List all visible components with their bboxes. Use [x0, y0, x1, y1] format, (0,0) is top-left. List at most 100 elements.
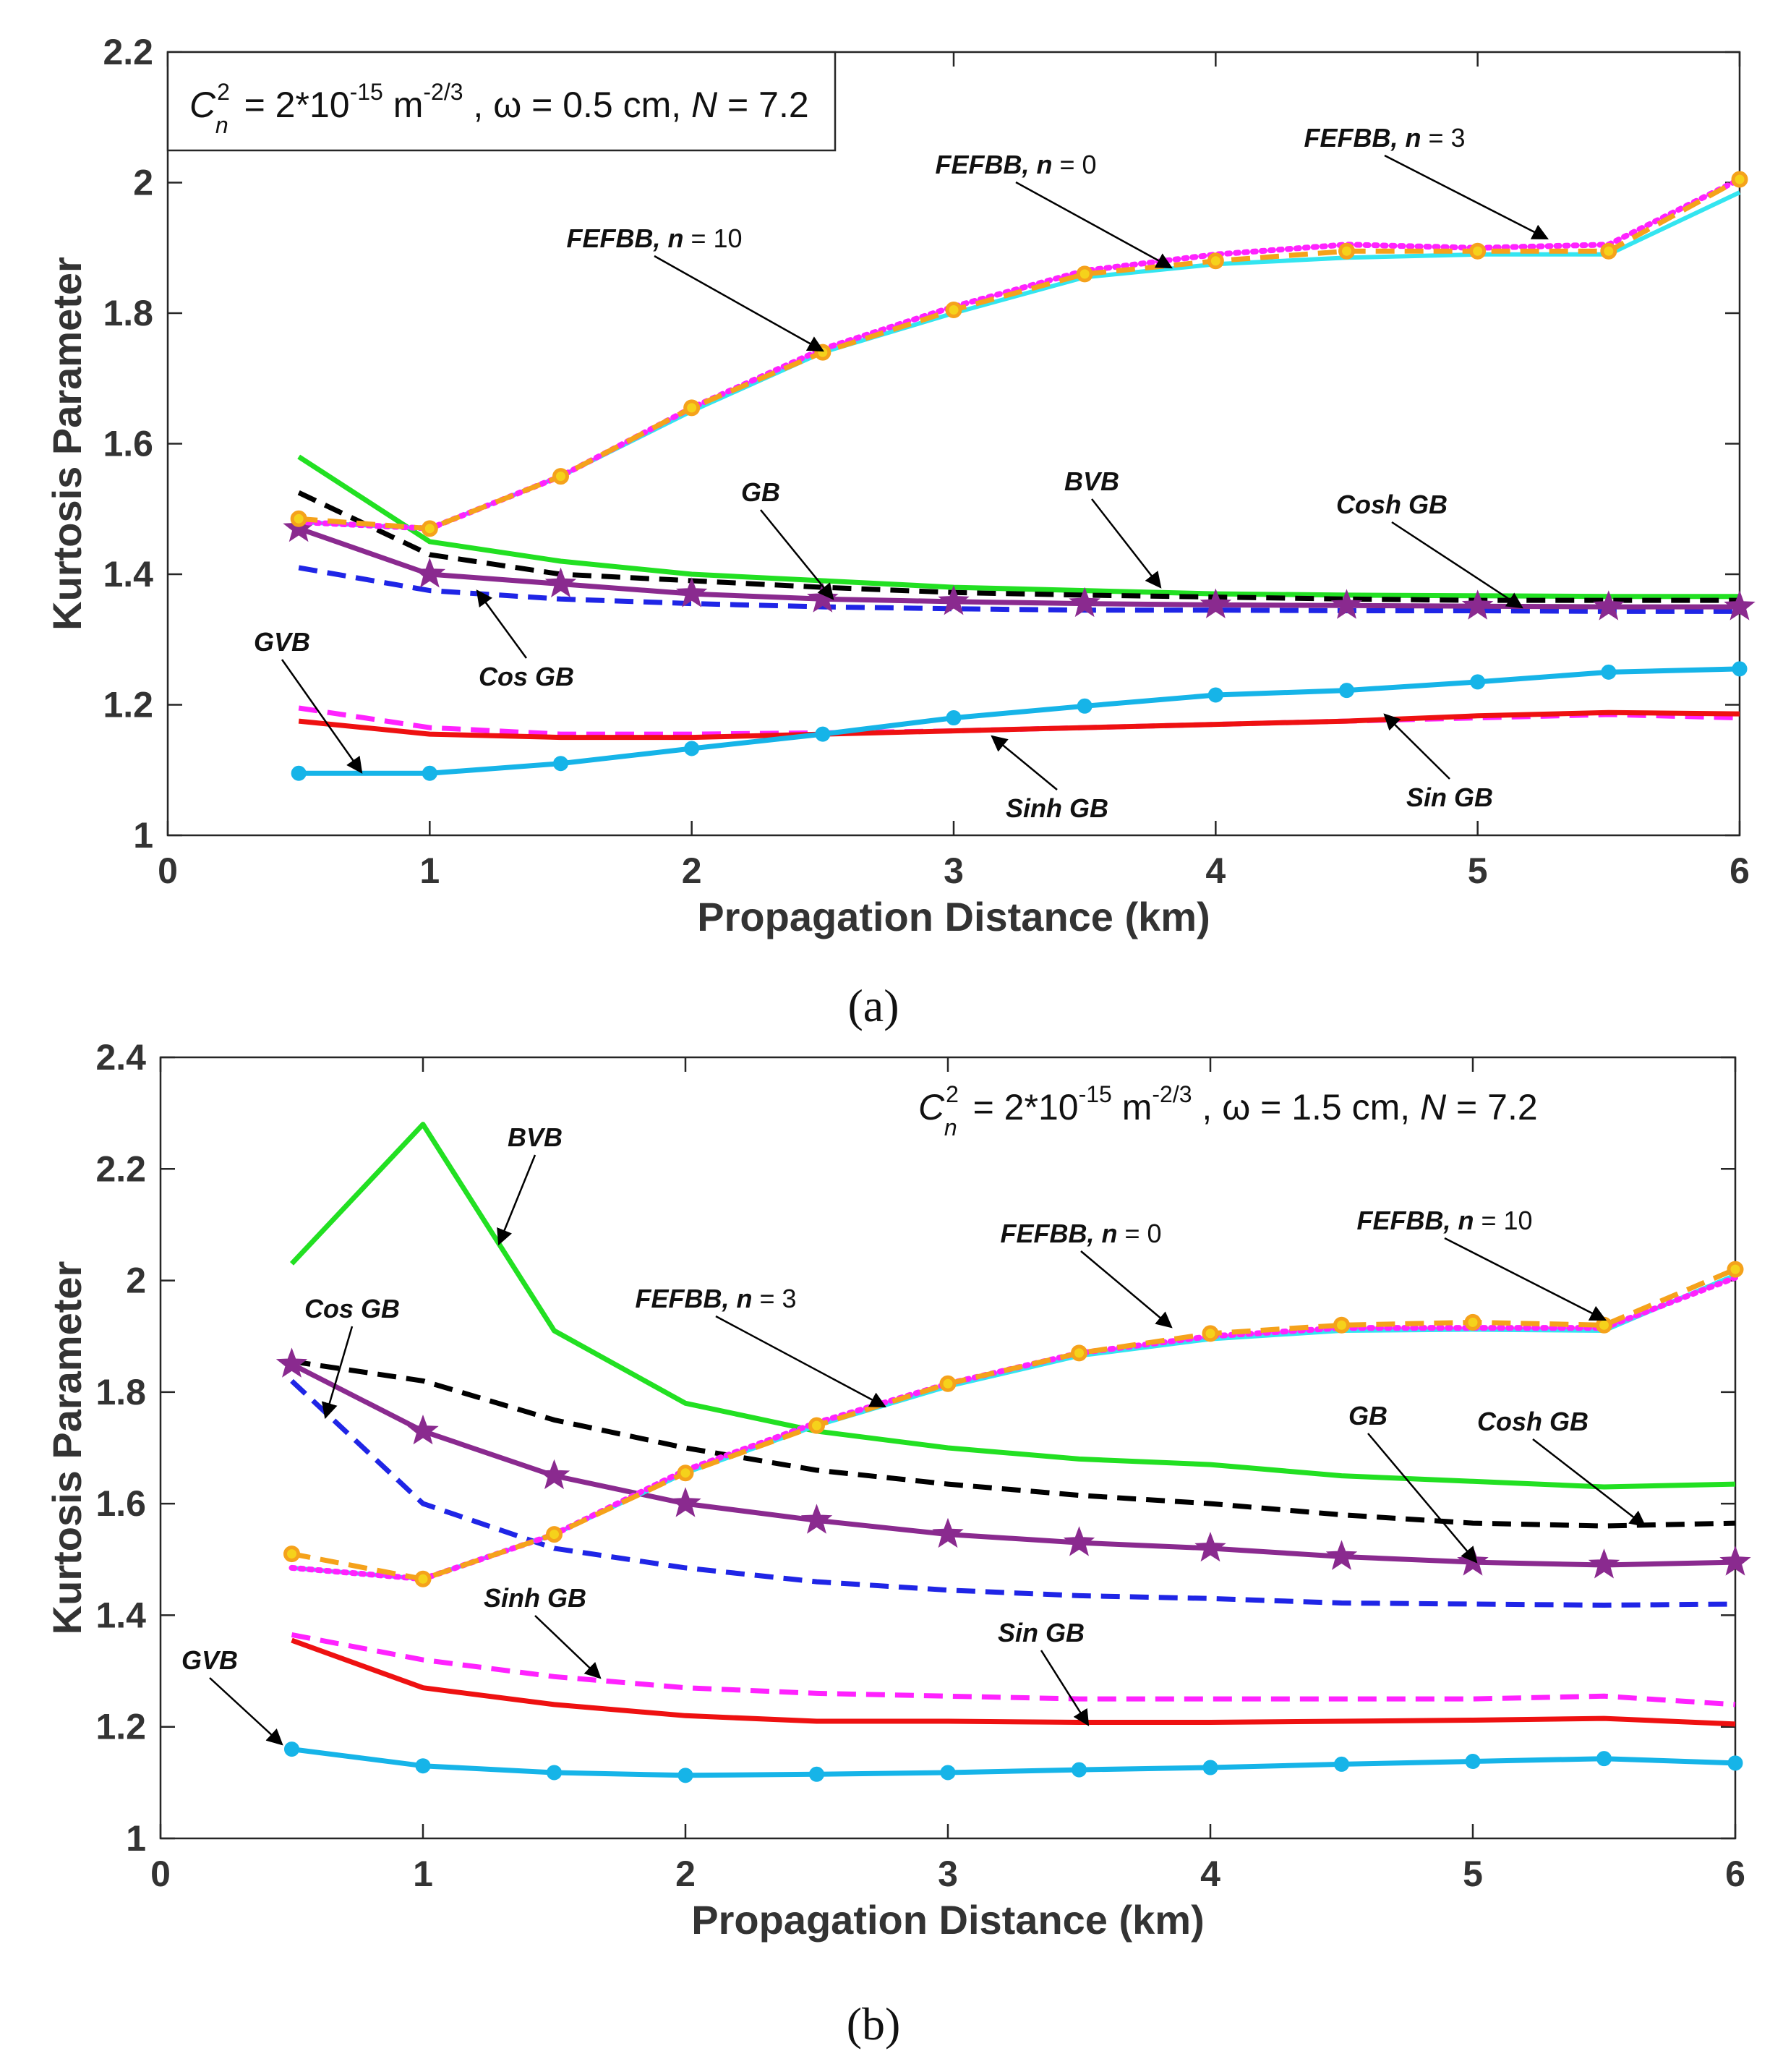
annotation-arrow — [1367, 1433, 1478, 1564]
annotation-arrow — [476, 589, 528, 659]
y-tick-label: 1.8 — [103, 293, 153, 333]
annotation-label: FEFBB, n = 3 — [1304, 123, 1465, 153]
data-point-gb — [1593, 590, 1625, 621]
annotation-space — [1398, 123, 1405, 153]
annotation-label: Sinh GB — [1006, 793, 1108, 823]
annotation-n: n — [1101, 1219, 1117, 1248]
data-point-gb — [1719, 1546, 1751, 1576]
series-line-gb — [290, 1362, 1736, 1568]
data-point-gb — [1330, 589, 1363, 619]
legend-unit: m — [383, 85, 424, 125]
legend-exponent: -15 — [1079, 1081, 1112, 1107]
data-point-gvb — [1339, 683, 1354, 699]
legend-c-symbol: C — [918, 1087, 945, 1127]
data-point-gvb — [1465, 1754, 1481, 1770]
y-tick-label: 2.2 — [95, 1148, 146, 1189]
y-tick-label: 1.2 — [103, 685, 153, 725]
x-tick-label: 3 — [938, 1854, 958, 1894]
series-line-cos-gb — [298, 565, 1740, 614]
data-point-gvb — [1727, 1755, 1743, 1771]
data-point-fefbb-n3 — [808, 1417, 825, 1434]
x-tick-label: 6 — [1725, 1854, 1745, 1894]
annotation-n-value: = 0 — [1117, 1219, 1161, 1248]
annotation-name: Sinh GB — [484, 1583, 586, 1613]
annotation-arrow — [1080, 1250, 1173, 1329]
data-point-fefbb-n3 — [421, 520, 438, 537]
data-point-gb — [800, 1504, 833, 1534]
annotation-arrow — [1391, 521, 1523, 609]
annotation-space — [729, 1284, 736, 1313]
data-point-gvb — [422, 765, 437, 781]
y-tick-label: 1.4 — [103, 554, 153, 594]
legend-n-symbol: N — [1420, 1087, 1447, 1127]
data-point-gvb — [677, 1768, 693, 1783]
data-point-fefbb-n3 — [1071, 1344, 1087, 1362]
data-point-gb — [1200, 588, 1232, 618]
data-point-fefbb-n3 — [939, 1375, 957, 1392]
data-point-gb — [414, 558, 446, 588]
data-point-gvb — [1732, 661, 1748, 677]
data-point-gb — [1724, 590, 1756, 621]
data-point-gb — [1588, 1548, 1620, 1579]
data-point-gb — [670, 1487, 701, 1517]
x-tick-label: 6 — [1729, 850, 1750, 891]
x-tick-label: 0 — [150, 1854, 171, 1894]
data-point-fefbb-n3 — [1207, 252, 1224, 270]
annotation-space — [1094, 1219, 1101, 1248]
y-tick-label: 1 — [133, 815, 153, 856]
annotation-label: BVB — [508, 1122, 563, 1152]
annotation-name: BVB — [1064, 466, 1119, 496]
data-point-gvb — [1601, 664, 1617, 680]
y-tick-label: 1.8 — [95, 1372, 146, 1412]
data-point-gvb — [1334, 1756, 1349, 1772]
data-point-fefbb-n3 — [945, 301, 962, 318]
legend-params: , ω = 0.5 cm, — [463, 85, 692, 125]
annotation-arrow — [1383, 713, 1450, 780]
series-line-gb — [298, 526, 1740, 610]
data-point-gvb — [1202, 1760, 1218, 1775]
data-point-fefbb-n3 — [1333, 1316, 1350, 1334]
data-point-gvb — [946, 710, 962, 726]
annotation-arrow — [715, 1315, 886, 1408]
series-line-fefbb-n3 — [298, 176, 1741, 532]
annotation-name: FEFBB, — [635, 1284, 729, 1313]
annotation-space — [660, 223, 667, 253]
legend-c-superscript: 2 — [946, 1081, 959, 1107]
y-tick-label: 2.4 — [95, 1037, 146, 1078]
panel-label: (a) — [847, 980, 899, 1031]
annotation-arrow — [1040, 1650, 1090, 1726]
panel-label: (b) — [847, 1998, 901, 2050]
data-point-fefbb-n3 — [552, 468, 569, 485]
x-axis-label: Propagation Distance (km) — [691, 1897, 1204, 1943]
series-line-bvb — [297, 454, 1740, 600]
data-point-gvb — [284, 1741, 299, 1757]
y-tick-label: 1.6 — [95, 1483, 146, 1524]
annotation-label: GVB — [181, 1645, 238, 1675]
legend-unit: m — [1112, 1087, 1153, 1127]
annotation-arrow — [281, 659, 363, 774]
legend-params: , ω = 1.5 cm, — [1192, 1087, 1421, 1127]
legend-unit-exponent: -2/3 — [1152, 1081, 1192, 1107]
y-tick-label: 1.2 — [95, 1707, 146, 1747]
annotation-name: FEFBB, — [1000, 1219, 1094, 1248]
annotation-arrow — [321, 1326, 354, 1420]
data-point-gvb — [815, 726, 831, 742]
data-point-gvb — [1470, 674, 1486, 690]
annotation-n-value: = 3 — [752, 1284, 796, 1313]
annotation-n-value: = 10 — [683, 223, 742, 253]
y-tick-label: 2.2 — [103, 32, 153, 72]
data-point-fefbb-n3 — [677, 1465, 694, 1482]
annotation-arrow — [1015, 181, 1173, 269]
annotation-space — [1450, 1206, 1458, 1235]
plot-area — [166, 51, 1741, 837]
data-point-fefbb-n3 — [1469, 242, 1487, 260]
legend-text: C2 n = 2*10-15 m-2/3 , ω = 1.5 cm, N = 7.… — [918, 1081, 1538, 1141]
y-axis-label: Kurtosis Parameter — [44, 257, 90, 631]
data-point-fefbb-n3 — [1076, 265, 1093, 283]
data-point-gb — [675, 577, 708, 607]
legend-c-value: = 2*10 — [234, 85, 350, 125]
data-point-gvb — [809, 1766, 824, 1782]
annotation-n-value: = 3 — [1421, 123, 1465, 153]
